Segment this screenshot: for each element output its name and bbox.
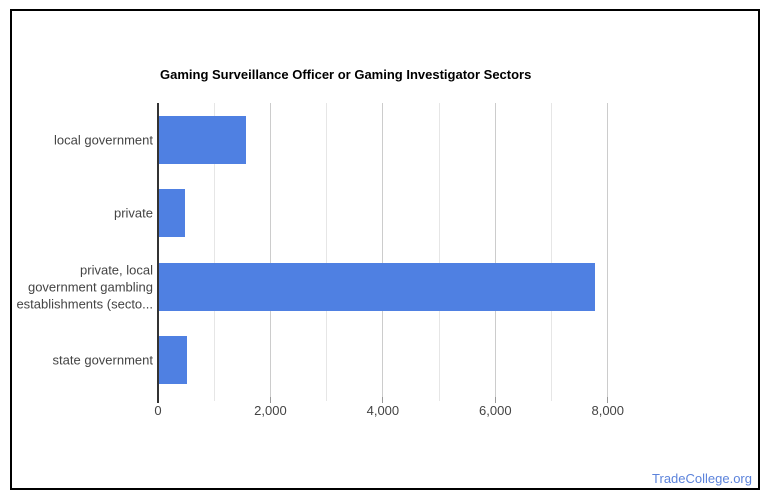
- category-label-3: state government: [52, 352, 153, 368]
- x-axis-label-6000: 6,000: [479, 403, 512, 418]
- gridline-4000: [382, 103, 384, 401]
- gridline-3000: [326, 103, 328, 401]
- chart-title: Gaming Surveillance Officer or Gaming In…: [160, 67, 532, 82]
- gridline-7000: [551, 103, 553, 401]
- category-label-1: private: [113, 205, 153, 221]
- axis-tick-6000: [494, 397, 496, 403]
- bar-private[interactable]: [159, 189, 185, 238]
- gridline-8000: [607, 103, 609, 401]
- category-axis-labels: local government private private, local gov…: [12, 103, 153, 397]
- value-axis-labels: 0 2,000 4,000 6,000 8,000: [154, 403, 624, 423]
- x-axis-label-8000: 8,000: [591, 403, 625, 418]
- category-label-2: private, local government gambling establi…: [16, 262, 153, 312]
- category-label-0: local government: [54, 132, 153, 148]
- axis-tick-2000: [269, 397, 271, 403]
- x-axis-label-4000: 4,000: [366, 403, 400, 418]
- gridline-5000: [438, 103, 440, 401]
- axis-tick-4000: [382, 397, 384, 403]
- bar-local-government[interactable]: [159, 115, 247, 164]
- chart-frame: Gaming Surveillance Officer or Gaming In…: [10, 9, 760, 490]
- x-axis-label-2000: 2,000: [254, 403, 287, 418]
- bar-state-government[interactable]: [159, 336, 187, 385]
- axis-tick-8000: [607, 397, 609, 403]
- x-axis-label-0: 0: [154, 403, 162, 418]
- gridline-2000: [269, 103, 271, 401]
- attribution-link[interactable]: TradeCollege.org: [652, 471, 752, 486]
- gridline-1000: [213, 103, 215, 401]
- y-axis-baseline: [157, 103, 159, 403]
- gridline-6000: [494, 103, 496, 401]
- bar-private-local-government-gambling-establ[interactable]: [159, 262, 595, 311]
- plot-area: [157, 103, 610, 403]
